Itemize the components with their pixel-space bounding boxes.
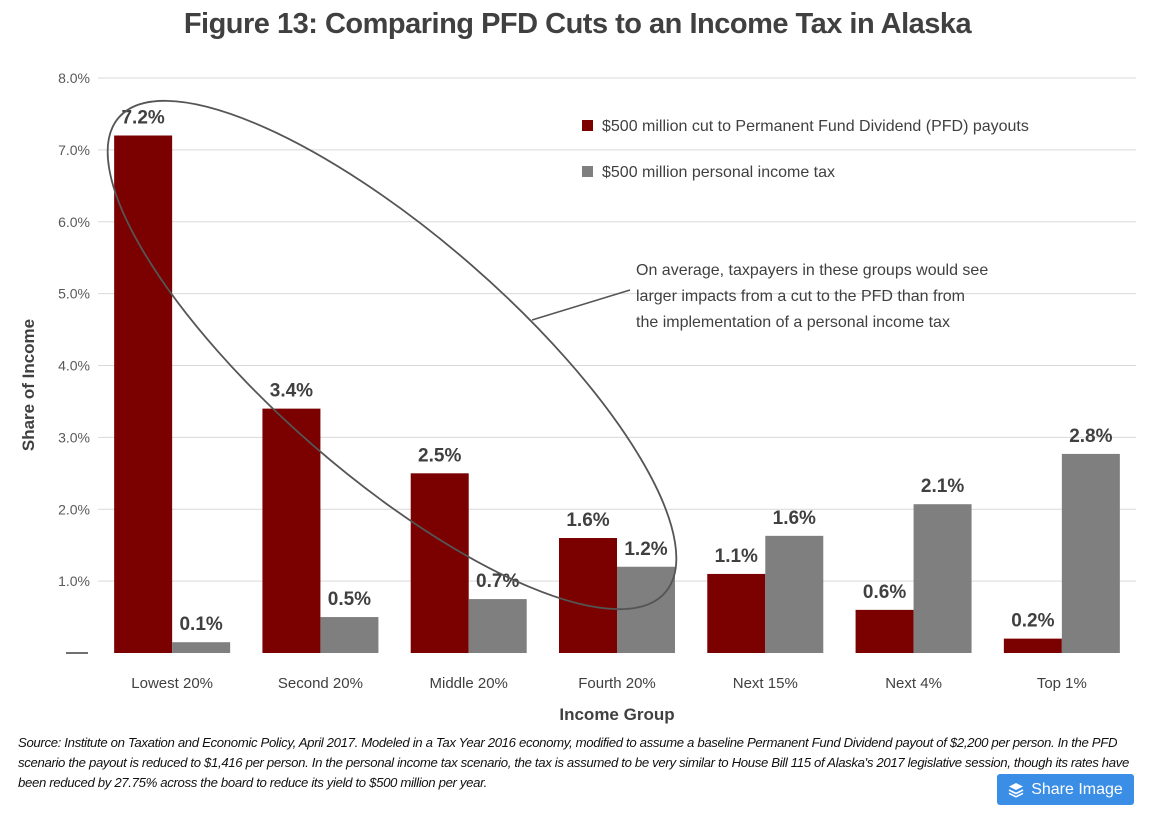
x-tick-label: Second 20%	[278, 675, 363, 692]
x-axis-title: Income Group	[559, 705, 674, 724]
data-label: 1.6%	[773, 508, 816, 529]
pfd-bar	[855, 609, 914, 653]
layers-icon	[1008, 782, 1024, 798]
y-tick-label: 7.0%	[58, 142, 90, 158]
legend-label: $500 million personal income tax	[602, 164, 835, 181]
legend-label: $500 million cut to Permanent Fund Divid…	[602, 118, 1029, 135]
x-tick-label: Top 1%	[1037, 675, 1087, 692]
tax-bar	[468, 599, 527, 653]
x-tick-label: Next 4%	[885, 675, 942, 692]
data-label: 0.6%	[863, 582, 906, 603]
chart-title: Figure 13: Comparing PFD Cuts to an Inco…	[183, 8, 972, 40]
share-image-label: Share Image	[1031, 780, 1123, 798]
tax-bar	[617, 566, 675, 653]
legend-swatch	[582, 120, 593, 131]
tax-bar	[765, 535, 824, 653]
pfd-bar	[559, 538, 617, 653]
data-label: 1.2%	[624, 539, 667, 560]
tax-bar	[913, 504, 972, 653]
legend-swatch	[582, 166, 593, 177]
data-label: 0.2%	[1011, 611, 1054, 632]
x-tick-label: Next 15%	[733, 675, 798, 692]
data-label: 2.8%	[1069, 426, 1112, 447]
data-label: 2.5%	[418, 445, 461, 466]
highlight-ellipse	[106, 99, 678, 611]
annotation-line: On average, taxpayers in these groups wo…	[636, 262, 988, 279]
pfd-bar	[410, 473, 469, 653]
y-tick-label: 5.0%	[58, 286, 90, 302]
y-tick-label: 4.0%	[58, 358, 90, 374]
data-label: 1.6%	[566, 510, 609, 531]
data-label: 0.1%	[179, 614, 222, 635]
pfd-bar	[1003, 638, 1062, 653]
tax-bar	[172, 642, 231, 653]
annotation-text: On average, taxpayers in these groups wo…	[636, 262, 988, 331]
share-image-button[interactable]: Share Image	[997, 774, 1134, 805]
annotation-line: larger impacts from a cut to the PFD tha…	[636, 288, 965, 305]
x-tick-label: Middle 20%	[430, 675, 508, 692]
tax-bar	[320, 617, 379, 653]
data-label: 2.1%	[921, 476, 964, 497]
y-tick-label: 8.0%	[58, 70, 90, 86]
pfd-bar	[114, 135, 173, 653]
data-label: 7.2%	[121, 108, 164, 129]
annotation-leader	[531, 289, 631, 321]
pfd-bar	[262, 408, 321, 653]
source-note: Source: Institute on Taxation and Econom…	[18, 735, 1129, 790]
bar-chart: 8.0% 7.0% 6.0% 5.0% 4.0% 3.0% 2.0% 1.0% 7.2% 0.1%…	[19, 70, 1136, 724]
data-label: 0.5%	[328, 589, 371, 610]
y-axis-title: Share of Income	[19, 319, 38, 451]
y-tick-label: 1.0%	[58, 573, 90, 589]
pfd-bar	[707, 573, 766, 653]
y-tick-label: 3.0%	[58, 429, 90, 445]
x-tick-label: Lowest 20%	[131, 675, 213, 692]
x-tick-label: Fourth 20%	[578, 675, 656, 692]
data-label: 3.4%	[270, 381, 313, 402]
y-tick-label: 2.0%	[58, 501, 90, 517]
annotation-line: the implementation of a personal income …	[636, 314, 950, 331]
y-tick-label: 6.0%	[58, 214, 90, 230]
data-label: 1.1%	[715, 546, 758, 567]
data-label: 0.7%	[476, 571, 519, 592]
tax-bar	[1061, 453, 1120, 653]
